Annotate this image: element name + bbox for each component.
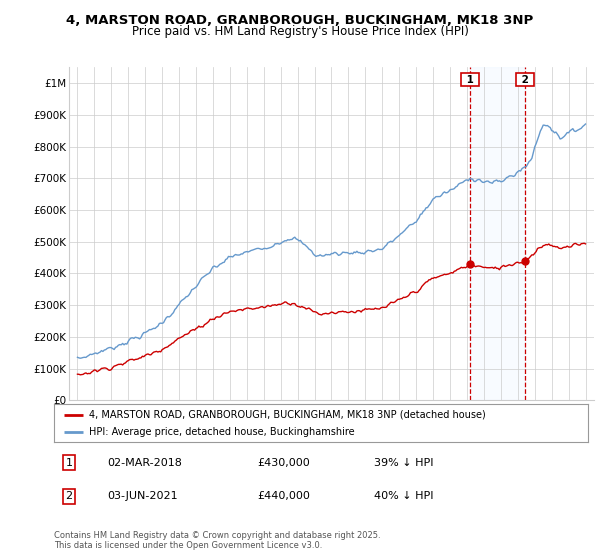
Text: Price paid vs. HM Land Registry's House Price Index (HPI): Price paid vs. HM Land Registry's House … <box>131 25 469 38</box>
Text: 02-MAR-2018: 02-MAR-2018 <box>107 458 182 468</box>
Text: 1: 1 <box>463 75 477 85</box>
Text: 39% ↓ HPI: 39% ↓ HPI <box>374 458 434 468</box>
Bar <box>470 67 525 400</box>
Text: 2: 2 <box>65 491 73 501</box>
Text: £440,000: £440,000 <box>257 491 310 501</box>
Text: 4, MARSTON ROAD, GRANBOROUGH, BUCKINGHAM, MK18 3NP: 4, MARSTON ROAD, GRANBOROUGH, BUCKINGHAM… <box>67 14 533 27</box>
Text: 03-JUN-2021: 03-JUN-2021 <box>107 491 178 501</box>
Text: 40% ↓ HPI: 40% ↓ HPI <box>374 491 434 501</box>
Text: 1: 1 <box>65 458 73 468</box>
Text: HPI: Average price, detached house, Buckinghamshire: HPI: Average price, detached house, Buck… <box>89 427 355 437</box>
Text: 4, MARSTON ROAD, GRANBOROUGH, BUCKINGHAM, MK18 3NP (detached house): 4, MARSTON ROAD, GRANBOROUGH, BUCKINGHAM… <box>89 409 485 419</box>
Text: £430,000: £430,000 <box>257 458 310 468</box>
Text: Contains HM Land Registry data © Crown copyright and database right 2025.
This d: Contains HM Land Registry data © Crown c… <box>54 531 380 550</box>
Text: 2: 2 <box>518 75 532 85</box>
